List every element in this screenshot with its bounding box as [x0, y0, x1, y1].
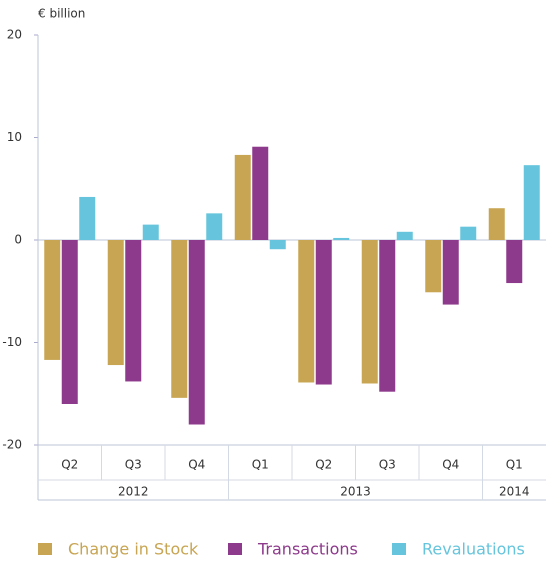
- x-tick-label: Q3: [379, 458, 396, 472]
- bar: [142, 224, 159, 240]
- bar: [107, 240, 124, 366]
- bar: [425, 240, 442, 293]
- x-tick-label: Q3: [125, 458, 142, 472]
- bar: [234, 154, 251, 240]
- y-tick-label: 20: [7, 28, 22, 42]
- legend-label: Change in Stock: [68, 540, 199, 559]
- bar: [269, 240, 286, 250]
- bar: [396, 231, 413, 240]
- bar: [125, 240, 142, 382]
- y-axis-label: € billion: [38, 7, 85, 21]
- x-tick-label: Q2: [315, 458, 332, 472]
- bar: [523, 165, 540, 240]
- bar: [171, 240, 188, 398]
- legend-swatch: [38, 543, 52, 555]
- bar: [442, 240, 459, 305]
- x-tick-label: Q1: [252, 458, 269, 472]
- bar: [44, 240, 61, 360]
- legend-label: Transactions: [257, 540, 358, 559]
- bar: [333, 237, 350, 240]
- x-group-label: 2013: [340, 485, 371, 499]
- y-tick-label: -10: [2, 335, 22, 349]
- bar: [206, 213, 223, 240]
- bar: [79, 196, 96, 240]
- bar: [315, 240, 332, 385]
- bar: [460, 226, 477, 240]
- x-tick-label: Q4: [442, 458, 459, 472]
- x-tick-label: Q4: [188, 458, 205, 472]
- legend-label: Revaluations: [422, 540, 525, 559]
- y-tick-label: -20: [2, 438, 22, 452]
- bar: [252, 146, 269, 240]
- bar: [361, 240, 378, 384]
- x-group-label: 2014: [499, 485, 530, 499]
- bar: [488, 208, 505, 240]
- legend-swatch: [228, 543, 242, 555]
- x-tick-label: Q2: [61, 458, 78, 472]
- y-tick-label: 10: [7, 130, 22, 144]
- bar: [298, 240, 315, 383]
- bar: [188, 240, 205, 425]
- x-tick-label: Q1: [506, 458, 523, 472]
- y-tick-label: 0: [14, 233, 22, 247]
- legend-swatch: [392, 543, 406, 555]
- bar: [379, 240, 396, 392]
- x-group-label: 2012: [118, 485, 149, 499]
- bar: [61, 240, 78, 404]
- bar: [506, 240, 523, 284]
